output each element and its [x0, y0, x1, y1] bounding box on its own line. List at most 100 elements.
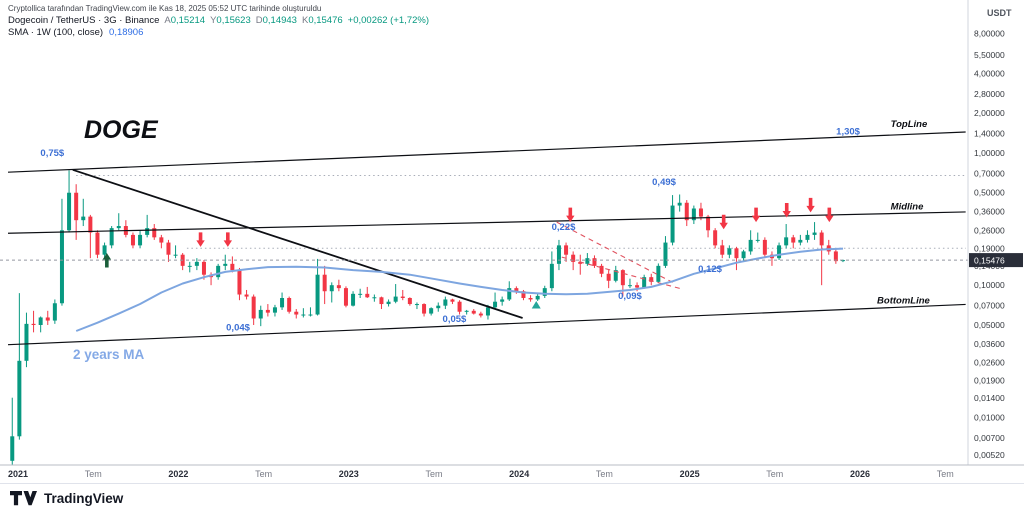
candle-body	[649, 277, 654, 282]
price-annotation: 1,30$	[836, 126, 860, 137]
candle-body	[784, 237, 789, 246]
indicator-row[interactable]: SMA · 1W (100, close) 0,18906	[8, 27, 143, 38]
candle-body	[45, 317, 50, 321]
price-tick-label: 0,00520	[974, 450, 1005, 460]
time-axis[interactable]: 2021 Tem 2022 Tem 2023 Tem 2024 Tem 2025 Tem 2026 T…	[8, 469, 954, 479]
candle-body	[301, 314, 306, 316]
price-annotation: 0,22$	[552, 222, 576, 233]
price-axis[interactable]: 8,00000 5,50000 4,00000 2,80000 2,00000 1,400…	[974, 28, 1005, 460]
sell-arrow-icon	[223, 232, 233, 247]
price-tick-label: 1,40000	[974, 129, 1005, 139]
price-tick-label: 0,36000	[974, 207, 1005, 217]
symbol-title[interactable]: Dogecoin / TetherUS · 3G · Binance	[8, 15, 160, 26]
candle-body	[251, 296, 256, 319]
candle-body	[762, 239, 767, 255]
ma-annotation-label: 2 years MA	[73, 347, 145, 362]
candle-body	[386, 301, 391, 305]
candle-body	[422, 304, 427, 314]
ohlc-values: A0,15214 Y0,15623 D0,14943 K0,15476 +0,00262…	[164, 15, 429, 26]
candle-body	[407, 297, 412, 305]
trendline-TopLine[interactable]	[7, 131, 966, 173]
trendline-Midline[interactable]	[7, 211, 966, 234]
candle-body	[556, 245, 561, 264]
trendline-BottomLine[interactable]	[7, 303, 966, 346]
sma-line[interactable]	[75, 247, 844, 332]
candle-body	[663, 242, 668, 266]
price-tick-label: 0,05000	[974, 320, 1005, 330]
candle-body	[521, 291, 526, 298]
candle-body	[627, 285, 632, 287]
trendline-label: TopLine	[891, 119, 928, 130]
candle-body	[74, 192, 79, 221]
candle-body	[727, 248, 732, 255]
candle-body	[691, 208, 696, 221]
candle-body	[592, 258, 597, 266]
trendline-wedge-upper[interactable]	[556, 221, 673, 283]
candle-body	[237, 270, 242, 295]
price-chart[interactable]: 0,75$ 0,49$ 0,22$ 0,12$ 0,09$ 0,05$ 0,04$ 1,30$…	[0, 0, 1024, 483]
brand-name[interactable]: TradingView	[44, 490, 124, 506]
candle-body	[88, 216, 93, 233]
price-tick-label: 0,00700	[974, 433, 1005, 443]
candle-body	[819, 232, 824, 246]
candle-body	[791, 237, 796, 243]
candle-body	[748, 239, 753, 252]
candle-body	[514, 288, 519, 292]
candle-body	[485, 307, 490, 316]
candle-body	[272, 307, 277, 313]
candle-body	[400, 296, 405, 298]
time-tick-label: 2026	[850, 469, 870, 479]
buy-arrow-icon	[102, 253, 112, 268]
price-tick-label: 0,03600	[974, 339, 1005, 349]
candle-body	[138, 234, 143, 246]
price-tick-label: 0,02600	[974, 358, 1005, 368]
price-tick-label: 2,00000	[974, 108, 1005, 118]
buy-arrow-icon	[531, 300, 541, 309]
candle-body	[116, 226, 121, 229]
candle-body	[343, 288, 348, 306]
candle-body	[464, 310, 469, 312]
candle-body	[351, 293, 356, 306]
candle-body	[159, 237, 164, 243]
candle-body	[613, 270, 618, 281]
price-tick-label: 4,00000	[974, 68, 1005, 78]
candle-body	[670, 205, 675, 243]
candle-body	[365, 293, 370, 298]
candle-body	[642, 277, 647, 288]
horizontal-rays	[76, 174, 966, 249]
candle-body	[571, 254, 576, 262]
time-tick-label: Tem	[937, 469, 954, 479]
axis-currency-label[interactable]: USDT	[987, 8, 1012, 18]
tradingview-logo[interactable]	[10, 490, 37, 507]
symbol-info-row: Dogecoin / TetherUS · 3G · Binance A0,152…	[8, 15, 429, 26]
time-tick-label: 2021	[8, 469, 28, 479]
candle-body	[393, 296, 398, 302]
candle-body	[542, 288, 547, 296]
candle-body	[443, 299, 448, 306]
price-annotation: 0,75$	[40, 148, 64, 159]
candle-body	[10, 436, 15, 461]
candle-body	[59, 230, 64, 304]
candle-body	[698, 208, 703, 217]
candle-body	[358, 293, 363, 295]
candle-body	[833, 251, 838, 262]
candle-body	[741, 251, 746, 259]
candle-body	[755, 239, 760, 241]
time-tick-label: Tem	[596, 469, 613, 479]
candle-body	[585, 258, 590, 264]
candle-body	[315, 274, 320, 315]
time-tick-label: 2022	[168, 469, 188, 479]
time-tick-label: Tem	[766, 469, 783, 479]
sell-arrow-icon	[751, 207, 761, 223]
indicator-label: SMA · 1W (100, close)	[8, 27, 104, 38]
candle-body	[173, 254, 178, 256]
trendline-downtrend-resistance[interactable]	[72, 168, 523, 319]
price-tick-label: 1,00000	[974, 148, 1005, 158]
candle-body	[635, 285, 640, 288]
price-annotation: 0,09$	[618, 291, 642, 302]
price-tick-label: 0,01000	[974, 412, 1005, 422]
candle-body	[805, 234, 810, 240]
candle-body	[528, 297, 533, 300]
candle-body	[287, 297, 292, 312]
candle-body	[429, 308, 434, 314]
